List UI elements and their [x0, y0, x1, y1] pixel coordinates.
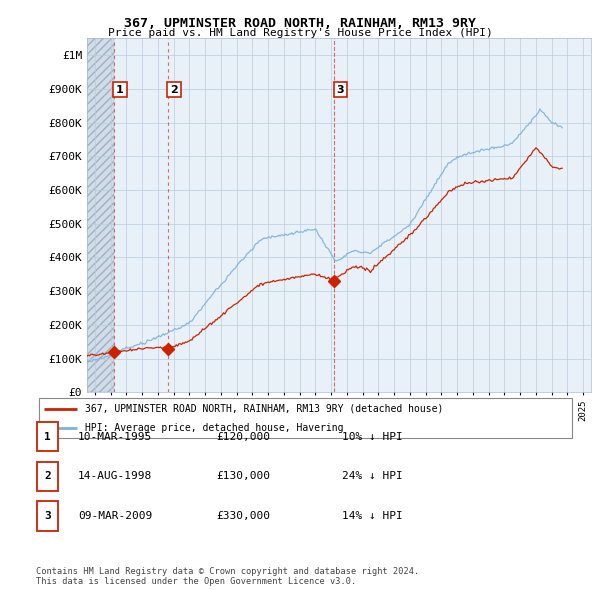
FancyBboxPatch shape	[37, 502, 58, 530]
Text: 3: 3	[44, 511, 51, 521]
FancyBboxPatch shape	[37, 422, 58, 451]
Text: 2: 2	[44, 471, 51, 481]
Text: This data is licensed under the Open Government Licence v3.0.: This data is licensed under the Open Gov…	[36, 578, 356, 586]
Text: 14% ↓ HPI: 14% ↓ HPI	[342, 511, 403, 521]
Text: £120,000: £120,000	[216, 432, 270, 442]
Text: 367, UPMINSTER ROAD NORTH, RAINHAM, RM13 9RY: 367, UPMINSTER ROAD NORTH, RAINHAM, RM13…	[124, 17, 476, 30]
Text: Contains HM Land Registry data © Crown copyright and database right 2024.: Contains HM Land Registry data © Crown c…	[36, 567, 419, 576]
Text: 1: 1	[44, 432, 51, 442]
Text: HPI: Average price, detached house, Havering: HPI: Average price, detached house, Have…	[85, 423, 343, 433]
FancyBboxPatch shape	[37, 462, 58, 491]
Text: 14-AUG-1998: 14-AUG-1998	[78, 471, 152, 481]
Bar	[87, 38, 113, 392]
Text: 24% ↓ HPI: 24% ↓ HPI	[342, 471, 403, 481]
Text: 1: 1	[116, 85, 124, 94]
Text: 10-MAR-1995: 10-MAR-1995	[78, 432, 152, 442]
Text: £330,000: £330,000	[216, 511, 270, 521]
Text: 09-MAR-2009: 09-MAR-2009	[78, 511, 152, 521]
Text: Price paid vs. HM Land Registry's House Price Index (HPI): Price paid vs. HM Land Registry's House …	[107, 28, 493, 38]
FancyBboxPatch shape	[39, 398, 572, 438]
Text: 3: 3	[337, 85, 344, 94]
Text: 367, UPMINSTER ROAD NORTH, RAINHAM, RM13 9RY (detached house): 367, UPMINSTER ROAD NORTH, RAINHAM, RM13…	[85, 404, 443, 414]
Text: £130,000: £130,000	[216, 471, 270, 481]
Text: 10% ↓ HPI: 10% ↓ HPI	[342, 432, 403, 442]
Text: 2: 2	[170, 85, 178, 94]
